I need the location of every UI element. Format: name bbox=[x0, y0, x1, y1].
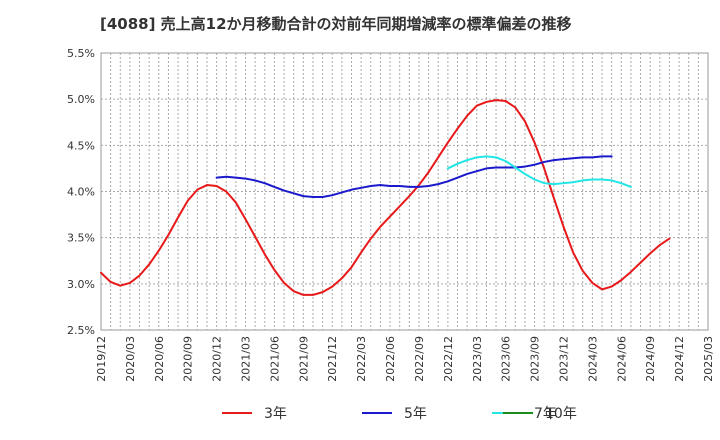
y-tick-label: 4.5% bbox=[67, 139, 95, 152]
y-tick-label: 5.5% bbox=[67, 47, 95, 60]
chart-title: [4088] 売上高12か月移動合計の対前年同期増減率の標準偏差の推移 bbox=[100, 15, 572, 33]
x-tick-label: 2021/06 bbox=[268, 336, 281, 382]
x-tick-label: 2024/09 bbox=[644, 336, 657, 382]
x-tick-label: 2020/03 bbox=[124, 336, 137, 382]
y-axis-ticks: 5.5% 5.0% 4.5% 4.0% 3.5% 3.0% 2.5% bbox=[67, 47, 95, 337]
series-line-0 bbox=[100, 99, 671, 296]
legend-label-3: 10年 bbox=[545, 406, 577, 422]
x-tick-label: 2019/12 bbox=[95, 336, 108, 382]
x-tick-label: 2024/12 bbox=[673, 336, 686, 382]
y-tick-label: 4.0% bbox=[67, 186, 95, 199]
y-tick-label: 3.0% bbox=[67, 278, 95, 291]
legend-label-2: 7年 bbox=[534, 406, 557, 422]
x-tick-label: 2023/03 bbox=[471, 336, 484, 382]
x-tick-label: 2023/09 bbox=[529, 336, 542, 382]
x-tick-label: 2021/12 bbox=[326, 336, 339, 382]
legend-label-1: 5年 bbox=[404, 406, 427, 422]
legend-label-0: 3年 bbox=[264, 406, 287, 422]
x-tick-label: 2022/06 bbox=[384, 336, 397, 382]
x-tick-label: 2023/06 bbox=[500, 336, 513, 382]
series-line-2 bbox=[446, 155, 632, 188]
y-tick-label: 2.5% bbox=[67, 324, 95, 337]
x-axis-ticks: 2019/12 2020/03 2020/06 2020/09 2020/12 2021/… bbox=[95, 336, 715, 382]
y-tick-label: 3.5% bbox=[67, 232, 95, 245]
y-tick-label: 5.0% bbox=[67, 93, 95, 106]
x-tick-label: 2025/03 bbox=[702, 336, 715, 382]
grid-lines bbox=[101, 52, 708, 331]
series-line-1 bbox=[215, 155, 613, 199]
x-tick-label: 2023/12 bbox=[557, 336, 570, 382]
x-tick-label: 2024/06 bbox=[615, 336, 628, 382]
x-tick-label: 2021/03 bbox=[240, 336, 253, 382]
x-tick-label: 2020/06 bbox=[153, 336, 166, 382]
x-tick-label: 2022/09 bbox=[413, 336, 426, 382]
x-tick-label: 2024/03 bbox=[586, 336, 599, 382]
x-tick-label: 2020/09 bbox=[182, 336, 195, 382]
x-tick-label: 2022/12 bbox=[442, 336, 455, 382]
plot-frame bbox=[100, 52, 709, 331]
x-tick-label: 2021/09 bbox=[297, 336, 310, 382]
series-lines bbox=[100, 99, 671, 296]
x-tick-label: 2020/12 bbox=[211, 336, 224, 382]
x-tick-label: 2022/03 bbox=[355, 336, 368, 382]
